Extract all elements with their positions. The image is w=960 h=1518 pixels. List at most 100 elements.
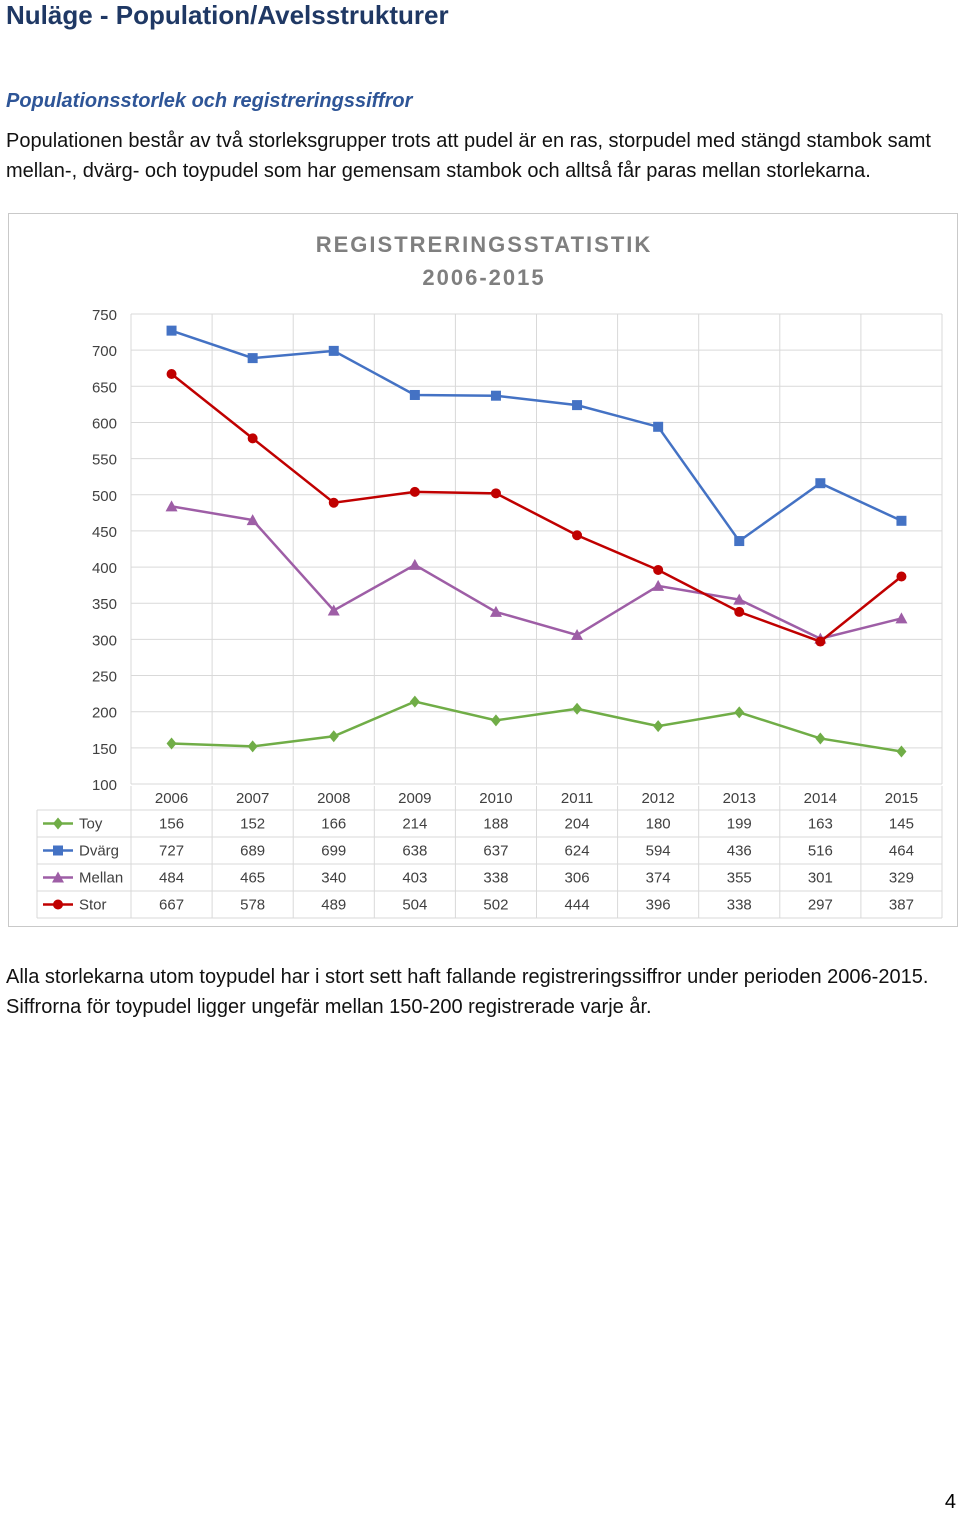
y-tick-label: 300 (92, 632, 117, 649)
data-label: 727 (159, 843, 184, 860)
data-label: 444 (565, 897, 590, 914)
data-label: 166 (321, 816, 346, 833)
data-label: 355 (727, 870, 752, 887)
data-point-stor (328, 497, 339, 508)
data-point-toy (409, 695, 420, 708)
data-point-mellan (895, 612, 908, 624)
data-point-toy (896, 745, 907, 758)
data-point-stor (896, 571, 907, 582)
page-number: 4 (944, 1491, 956, 1513)
data-label: 396 (646, 897, 671, 914)
data-point-mellan (327, 604, 340, 616)
data-label: 489 (321, 897, 346, 914)
series-line-toy (171, 700, 902, 753)
series-line-mellan (171, 505, 902, 640)
legend-marker-stor (53, 899, 63, 910)
data-label: 199 (727, 816, 752, 833)
data-point-toy (734, 706, 745, 719)
x-tick-label: 2012 (641, 790, 674, 807)
data-point-stor (409, 486, 420, 497)
data-point-mellan (408, 558, 421, 570)
data-label: 436 (727, 843, 752, 860)
data-point-dvärg (166, 325, 177, 336)
data-label: 578 (240, 897, 265, 914)
y-tick-label: 150 (92, 741, 117, 758)
data-label: 338 (727, 897, 752, 914)
data-point-mellan (571, 629, 584, 641)
data-point-dvärg (815, 478, 826, 489)
data-point-dvärg (409, 389, 420, 400)
y-tick-label: 250 (92, 669, 117, 686)
data-label: 329 (889, 870, 914, 887)
legend-marker-toy (53, 817, 63, 830)
data-label: 638 (402, 843, 427, 860)
legend-label: Mellan (79, 870, 123, 887)
data-label: 403 (402, 870, 427, 887)
data-point-toy (653, 720, 664, 733)
data-point-stor (247, 433, 258, 444)
data-label: 301 (808, 870, 833, 887)
data-label: 699 (321, 843, 346, 860)
y-tick-label: 650 (92, 379, 117, 396)
data-label: 504 (402, 897, 427, 914)
data-point-toy (490, 714, 501, 727)
data-point-dvärg (653, 421, 664, 432)
chart-subtitle: 2006-2015 (422, 265, 545, 290)
data-label: 624 (565, 843, 590, 860)
y-tick-label: 600 (92, 415, 117, 432)
y-tick-label: 750 (92, 307, 117, 324)
data-label: 156 (159, 816, 184, 833)
data-label: 465 (240, 870, 265, 887)
legend-marker-dvärg (53, 845, 63, 856)
section-heading: Populationsstorlek och registreringssiff… (6, 90, 413, 112)
data-label: 306 (565, 870, 590, 887)
data-label: 637 (483, 843, 508, 860)
y-tick-label: 550 (92, 452, 117, 469)
data-label: 516 (808, 843, 833, 860)
legend-marker-mellan (52, 871, 64, 883)
data-label: 297 (808, 897, 833, 914)
series-line-stor (170, 373, 903, 643)
data-point-mellan (246, 514, 259, 526)
data-label: 338 (483, 870, 508, 887)
data-point-stor (734, 606, 745, 617)
data-point-stor (490, 488, 501, 499)
series-line-dvärg (171, 329, 902, 543)
legend-label: Toy (79, 816, 103, 833)
data-label: 145 (889, 816, 914, 833)
data-point-toy (572, 702, 583, 715)
data-label: 689 (240, 843, 265, 860)
intro-paragraph: Populationen består av två storleksgrupp… (6, 130, 931, 182)
y-tick-label: 400 (92, 560, 117, 577)
y-tick-label: 500 (92, 488, 117, 505)
chart-title: REGISTRERINGSSTATISTIK (316, 232, 653, 257)
y-tick-label: 450 (92, 524, 117, 541)
x-tick-label: 2015 (885, 790, 918, 807)
data-point-mellan (652, 579, 665, 591)
data-label: 484 (159, 870, 184, 887)
data-label: 180 (646, 816, 671, 833)
x-tick-label: 2011 (561, 790, 593, 807)
data-point-dvärg (328, 345, 339, 356)
data-point-mellan (733, 593, 746, 605)
data-point-toy (166, 737, 177, 750)
data-label: 152 (240, 816, 265, 833)
data-point-mellan (489, 605, 502, 617)
data-point-stor (815, 636, 826, 647)
data-label: 188 (483, 816, 508, 833)
data-label: 204 (565, 816, 590, 833)
data-point-dvärg (572, 400, 583, 411)
y-tick-label: 200 (92, 705, 117, 722)
data-label: 594 (646, 843, 671, 860)
data-label: 464 (889, 843, 914, 860)
data-point-dvärg (490, 390, 501, 401)
data-label: 502 (483, 897, 508, 914)
data-point-toy (247, 740, 258, 753)
x-tick-label: 2007 (236, 790, 269, 807)
data-label: 340 (321, 870, 346, 887)
data-point-stor (572, 530, 583, 541)
registration-chart-figure: 750 700 650 600 550 500 450 400 350 300 250 200 150 1… (8, 213, 958, 927)
data-label: 667 (159, 897, 184, 914)
y-tick-label: 350 (92, 596, 117, 613)
x-tick-label: 2010 (479, 790, 512, 807)
